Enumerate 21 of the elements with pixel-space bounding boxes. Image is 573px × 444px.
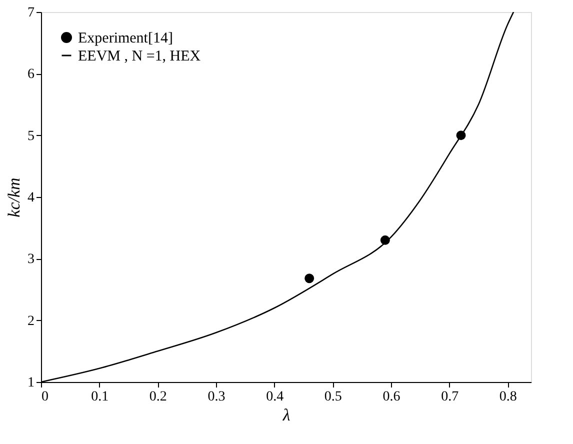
- y-tick-label: 2: [28, 314, 34, 329]
- y-axis-title: kc/km: [4, 178, 24, 218]
- x-tick-label: 0.2: [149, 390, 167, 404]
- y-tick-label: 4: [28, 190, 34, 206]
- x-tick-label: 0.8: [499, 390, 517, 404]
- x-tick-label: 0.4: [266, 390, 284, 404]
- x-tick-label: 0.5: [324, 390, 342, 404]
- legend-label: EEVM , N =1, HEX: [78, 48, 201, 64]
- point: [304, 274, 314, 284]
- y-tick-label: 3: [28, 252, 34, 268]
- x-tick-label: 0.1: [91, 390, 109, 404]
- x-tick-label: 0.6: [382, 390, 400, 404]
- x-tick-label: 0: [42, 390, 48, 404]
- y-tick-label: 7: [28, 6, 34, 20]
- y-tick-label: 1: [28, 376, 34, 390]
- x-axis-title: λ: [282, 406, 290, 424]
- y-tick-label: 6: [28, 67, 34, 82]
- y-tick-label: 5: [28, 128, 34, 144]
- x-tick-label: 0.3: [208, 390, 226, 404]
- legend-label: Experiment[14]: [78, 30, 173, 46]
- x-tick-label: 0.7: [441, 390, 459, 404]
